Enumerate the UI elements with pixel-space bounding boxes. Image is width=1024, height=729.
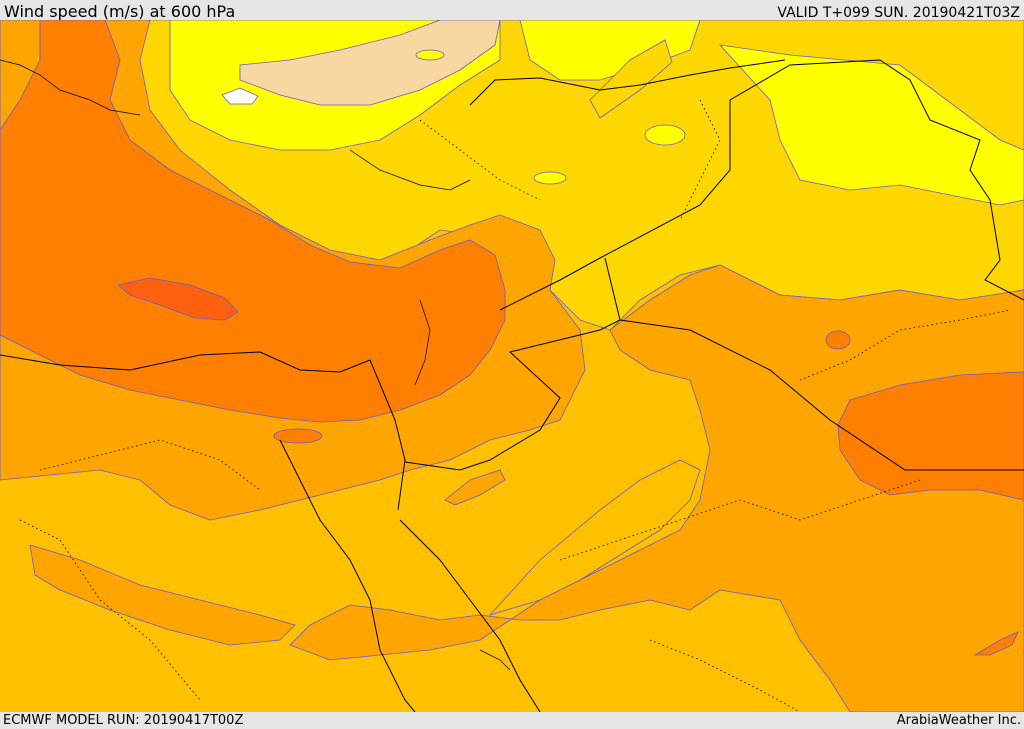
band-dark-orange-small-3 (973, 631, 1019, 656)
model-run-label: ECMWF MODEL RUN: 20190417T00Z (3, 713, 244, 728)
band-orange-small-south (444, 469, 506, 506)
header-bar: Wind speed (m/s) at 600 hPa VALID T+099 … (0, 0, 1024, 22)
band-lightest-patch (239, 20, 501, 106)
band-dark-orange-small (825, 330, 851, 350)
band-orange-southwest (29, 544, 296, 646)
map-panel[interactable] (0, 20, 1024, 712)
band-dark-orange-west (0, 20, 506, 423)
band-yellow-small-1 (644, 124, 686, 146)
band-gold-small-1 (589, 39, 673, 119)
country-borders (0, 59, 1024, 712)
band-yellow-small-3 (533, 171, 567, 185)
band-yellow-small-2 (415, 49, 445, 61)
valid-time-label: VALID T+099 SUN. 20190421T03Z (777, 5, 1020, 21)
footer-bar: ECMWF MODEL RUN: 20190417T00Z ArabiaWeat… (0, 712, 1024, 729)
band-yellow-northeast (718, 44, 1024, 206)
band-dark-orange-east (837, 371, 1024, 501)
band-orange-east (289, 264, 1024, 712)
band-white-patch (221, 87, 259, 105)
band-red-orange-core (117, 277, 239, 321)
map-title: Wind speed (m/s) at 600 hPa (4, 2, 236, 21)
band-amber-streak (488, 459, 701, 616)
coastlines (0, 59, 511, 671)
wind-speed-map (0, 20, 1024, 712)
admin-boundaries (19, 99, 1011, 712)
band-dark-orange-small-2 (273, 428, 323, 444)
credit-label: ArabiaWeather Inc. (896, 713, 1021, 728)
